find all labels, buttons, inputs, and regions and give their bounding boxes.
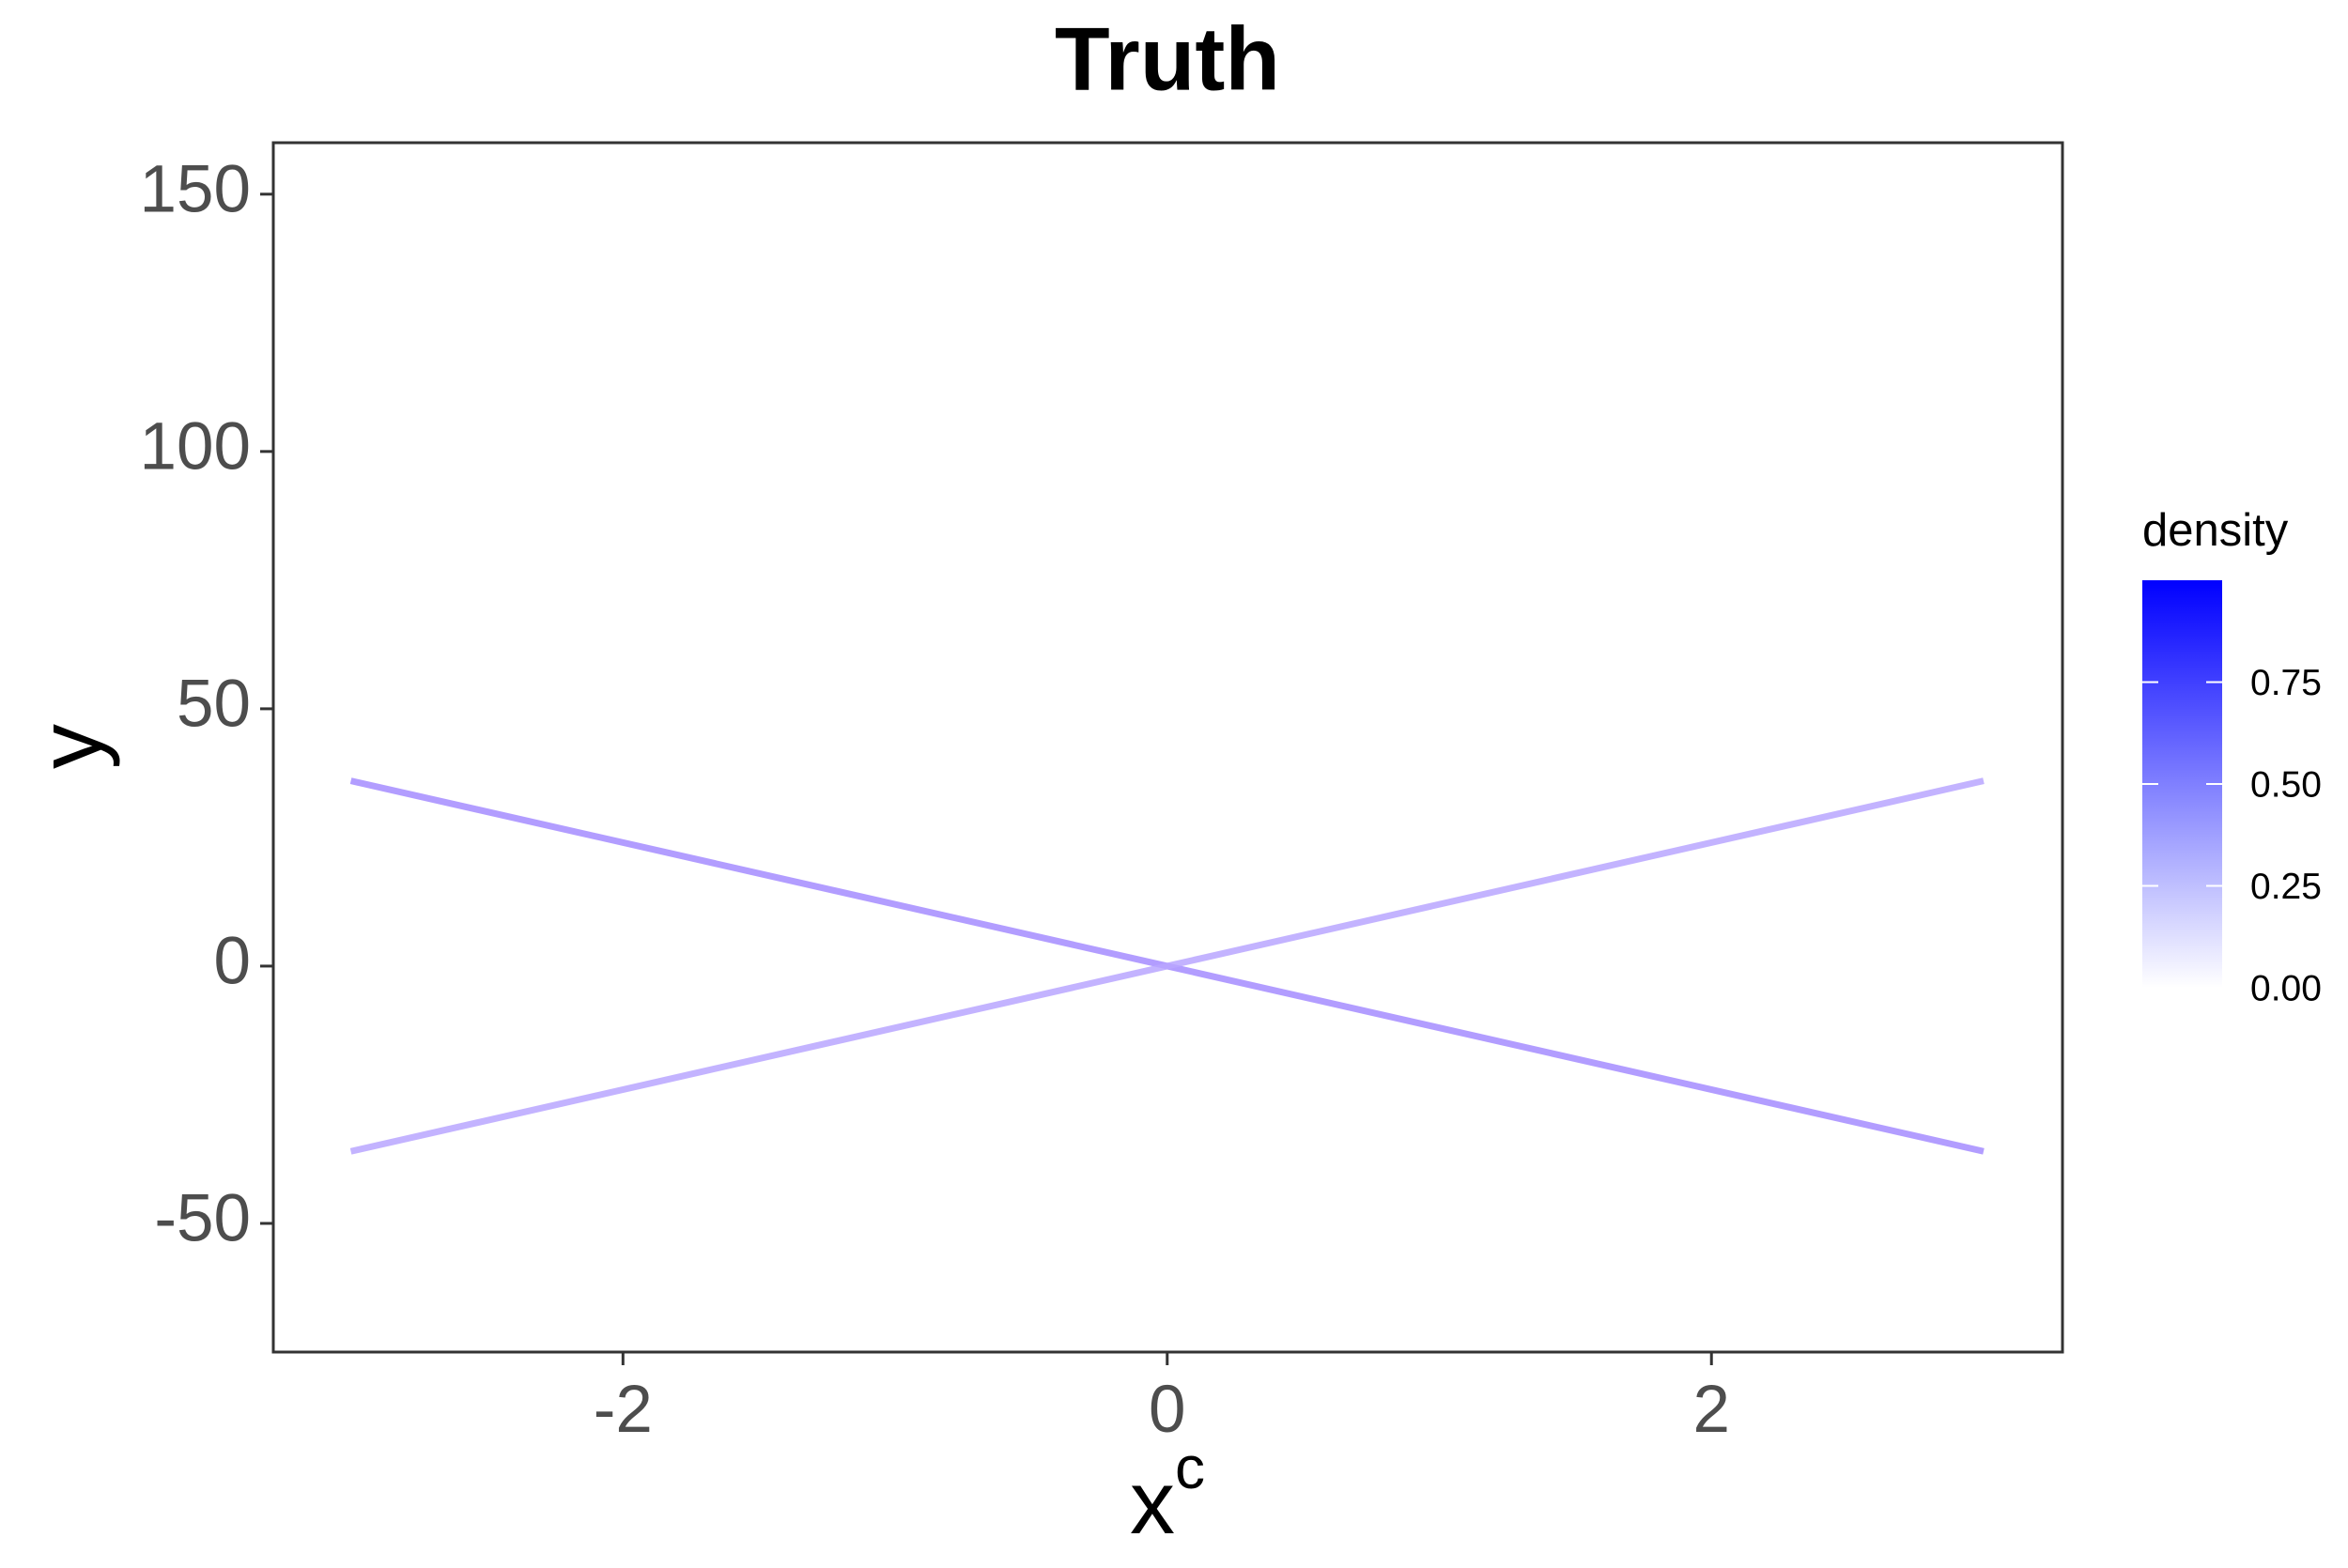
x-tick-label: -2 bbox=[594, 1373, 653, 1447]
panel-border bbox=[271, 141, 2064, 1354]
chart-title: Truth bbox=[1055, 8, 1280, 109]
colorbar-tick-label: 0.75 bbox=[2250, 663, 2322, 703]
y-axis-title: y bbox=[20, 724, 120, 769]
colorbar-tick-label: 0.25 bbox=[2250, 867, 2322, 907]
y-tick-label: 0 bbox=[214, 925, 252, 999]
y-tick-label: 50 bbox=[177, 668, 251, 742]
x-tick-label: 2 bbox=[1692, 1373, 1730, 1447]
y-tick-label: 150 bbox=[140, 153, 251, 227]
y-tick-label: -50 bbox=[154, 1182, 251, 1256]
x-axis-title-sup: c bbox=[1175, 1434, 1205, 1501]
legend-title: density bbox=[2142, 505, 2289, 556]
colorbar-tick-label: 0.00 bbox=[2250, 968, 2322, 1008]
y-tick-label: 100 bbox=[140, 410, 251, 484]
colorbar-tick-label: 0.50 bbox=[2250, 764, 2322, 805]
x-axis-title-main: x bbox=[1130, 1453, 1175, 1553]
density-ridge bbox=[349, 777, 1985, 1155]
x-axis-title: xc bbox=[1130, 1434, 1205, 1553]
x-tick-label: 0 bbox=[1149, 1373, 1186, 1447]
